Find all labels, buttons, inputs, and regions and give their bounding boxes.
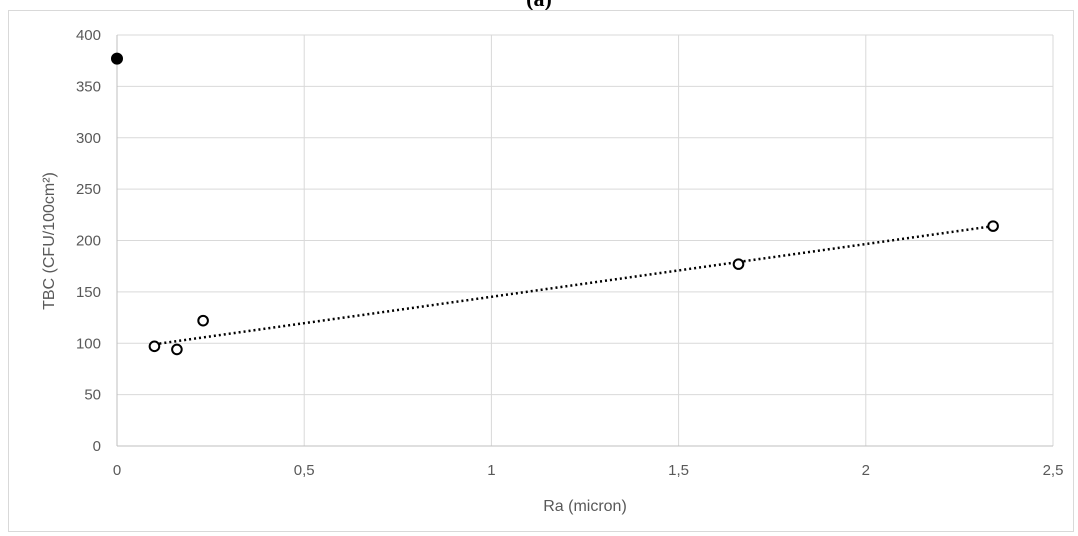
data-points <box>111 52 999 356</box>
y-tick-label: 300 <box>76 130 101 147</box>
trendline <box>154 224 994 346</box>
x-tick-labels: 0 0,5 1 1,5 2 2,5 <box>113 462 1064 479</box>
panel-label: (a) <box>0 0 1078 12</box>
chart-frame <box>8 10 1074 532</box>
x-tick-label: 1 <box>487 462 495 479</box>
data-point-open <box>987 220 999 232</box>
axes <box>116 35 1053 447</box>
x-tick-label: 2 <box>862 462 870 479</box>
data-point-open <box>732 258 745 270</box>
trendline-group <box>154 224 994 346</box>
data-point-filled <box>111 52 123 65</box>
y-tick-label: 0 <box>93 438 101 455</box>
y-tick-label: 350 <box>76 78 101 95</box>
y-tick-label: 250 <box>76 181 101 198</box>
x-tick-label: 0 <box>113 462 121 479</box>
x-tick-label: 0,5 <box>294 462 315 479</box>
data-point-open <box>197 314 209 327</box>
grid-lines <box>117 34 1054 446</box>
x-axis-label: Ra (micron) <box>543 498 627 515</box>
y-tick-label: 400 <box>76 27 101 44</box>
y-tick-label: 150 <box>76 284 101 301</box>
y-tick-label: 50 <box>84 387 101 404</box>
y-axis-label: TBC (CFU/100cm²) <box>41 172 58 310</box>
data-point-open <box>171 343 183 356</box>
data-point-open <box>148 340 161 353</box>
y-tick-label: 200 <box>76 233 101 250</box>
x-tick-label: 2,5 <box>1043 462 1064 479</box>
y-tick-label: 100 <box>76 335 101 352</box>
y-tick-labels: 0 50 100 150 200 250 300 350 400 <box>76 27 101 455</box>
x-tick-label: 1,5 <box>668 462 689 479</box>
